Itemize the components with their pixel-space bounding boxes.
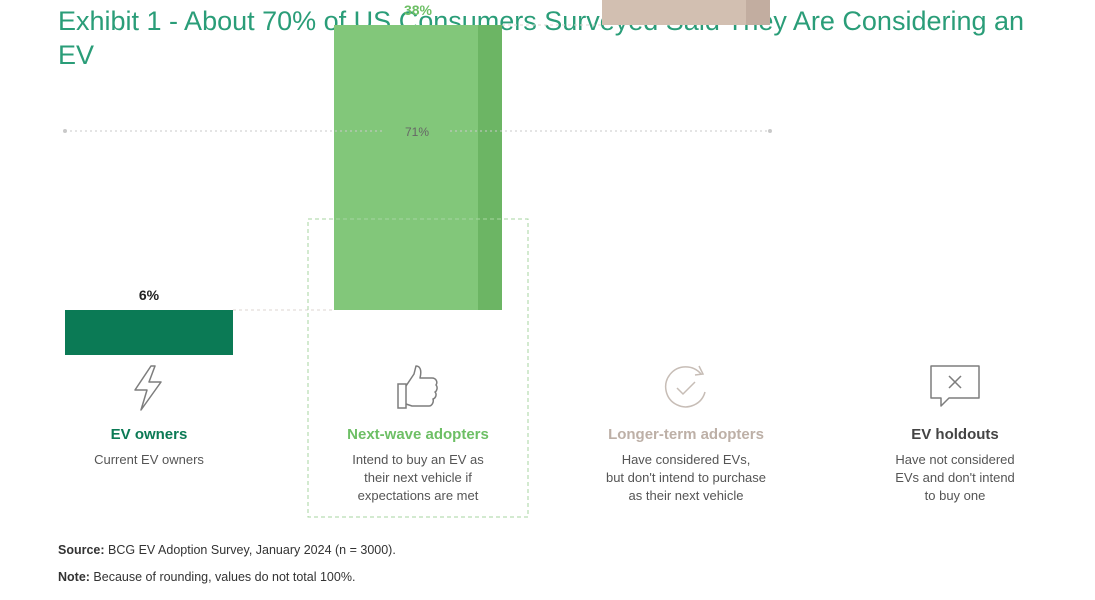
message-x-icon <box>927 362 983 414</box>
rounding-note: Note: Because of rounding, values do not… <box>58 570 355 584</box>
data-label-0: 6% <box>139 287 160 303</box>
bracket-label: 71% <box>405 125 429 139</box>
bar-0 <box>65 310 233 355</box>
note-text: Because of rounding, values do not total… <box>89 570 356 584</box>
segment-desc-holdouts: Have not considered EVs and don't intend… <box>895 452 1015 503</box>
segment-title-ev-owners: EV owners <box>110 426 188 443</box>
bar-shade-1 <box>478 25 502 310</box>
bar-1 <box>334 25 502 310</box>
bar-shade-2 <box>746 0 770 25</box>
segment-title-holdouts: EV holdouts <box>911 426 999 443</box>
segment-desc-next-wave: Intend to buy an EV as their next vehicl… <box>352 452 484 503</box>
lightning-icon <box>121 362 177 414</box>
segment-desc-ev-owners: Current EV owners <box>94 452 204 467</box>
source-note: Source: BCG EV Adoption Survey, January … <box>58 543 396 557</box>
segment-desc-longer-term: Have considered EVs, but don't intend to… <box>605 452 767 503</box>
segment-title-longer-term: Longer-term adopters <box>608 426 764 443</box>
source-text: BCG EV Adoption Survey, January 2024 (n … <box>104 543 396 557</box>
bar-2 <box>602 0 770 25</box>
data-label-1: 38% <box>404 2 433 18</box>
thumbs-up-icon <box>390 362 446 414</box>
bar-shade-0 <box>209 310 233 355</box>
bracket-dot-right <box>768 129 772 133</box>
segment-title-next-wave: Next-wave adopters <box>347 426 489 443</box>
chart-title: Exhibit 1 - About 70% of US Consumers Su… <box>58 6 1025 70</box>
source-label: Source: <box>58 543 105 557</box>
clock-icon <box>659 362 715 414</box>
bracket-dot-left <box>63 129 67 133</box>
note-label: Note: <box>58 570 90 584</box>
